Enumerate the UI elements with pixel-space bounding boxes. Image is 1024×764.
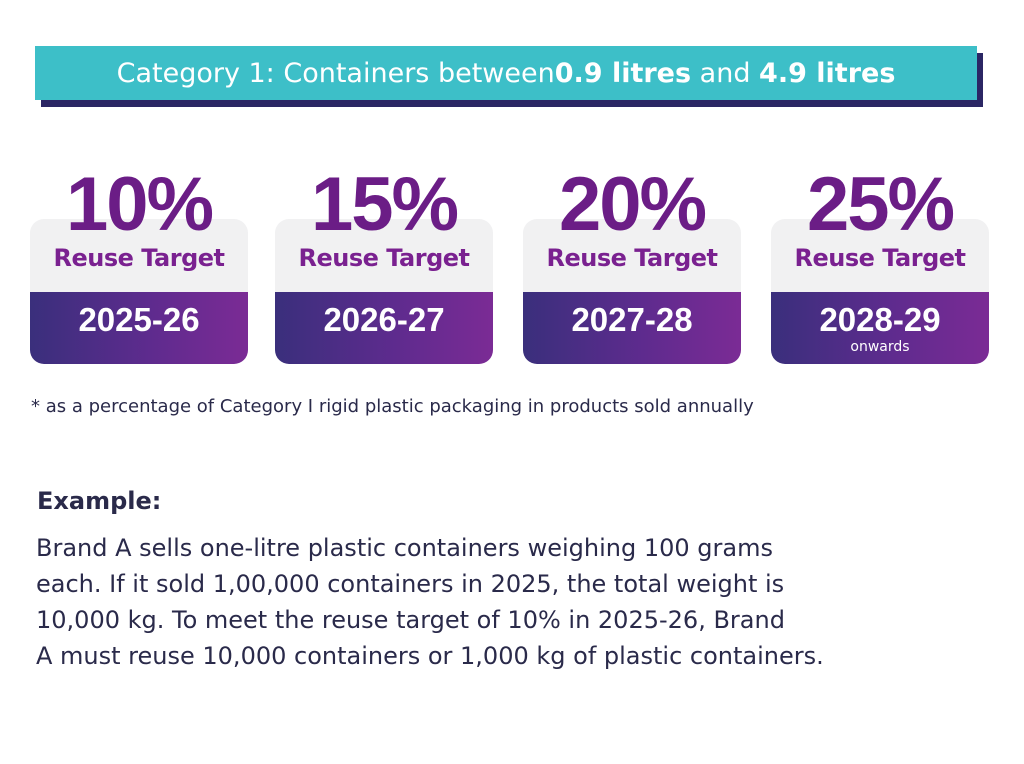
- card-top: 25% Reuse Target: [771, 165, 989, 292]
- example-body: Brand A sells one-litre plastic containe…: [36, 530, 956, 674]
- target-label: Reuse Target: [53, 244, 226, 272]
- target-percent: 10%: [65, 162, 214, 247]
- target-year: 2026-27: [323, 301, 445, 338]
- target-label: Reuse Target: [298, 244, 471, 272]
- target-card-4: 25% Reuse Target 2028-29 onwards: [771, 165, 989, 364]
- target-year: 2028-29: [819, 301, 941, 338]
- category-banner: Category 1: Containers between 0.9 litre…: [35, 46, 977, 100]
- reuse-target-cards: 10% Reuse Target 2025-26 15% Reuse Targe…: [0, 0, 1024, 380]
- card-bottom: 2027-28: [523, 292, 741, 364]
- card-top: 20% Reuse Target: [523, 165, 741, 292]
- target-percent: 20%: [558, 162, 707, 247]
- example-title: Example:: [37, 487, 162, 515]
- card-bottom: 2026-27: [275, 292, 493, 364]
- banner-value-min: 0.9 litres: [554, 57, 692, 89]
- target-card-3: 20% Reuse Target 2027-28: [523, 165, 741, 364]
- target-card-2: 15% Reuse Target 2026-27: [275, 165, 493, 364]
- example-line: Brand A sells one-litre plastic containe…: [36, 534, 773, 562]
- target-year: 2027-28: [571, 301, 693, 338]
- target-year-note: onwards: [850, 339, 910, 355]
- target-percent: 25%: [806, 162, 955, 247]
- target-label: Reuse Target: [794, 244, 967, 272]
- card-bottom: 2025-26: [30, 292, 248, 364]
- target-year: 2025-26: [78, 301, 200, 338]
- example-line: A must reuse 10,000 containers or 1,000 …: [36, 642, 824, 670]
- card-bottom: 2028-29 onwards: [771, 292, 989, 364]
- banner-mid: and: [691, 57, 760, 89]
- card-top: 15% Reuse Target: [275, 165, 493, 292]
- target-label: Reuse Target: [546, 244, 719, 272]
- footnote: * as a percentage of Category I rigid pl…: [31, 396, 754, 417]
- banner-value-max: 4.9 litres: [759, 57, 896, 89]
- example-line: each. If it sold 1,00,000 containers in …: [36, 570, 785, 598]
- card-top: 10% Reuse Target: [30, 165, 248, 292]
- target-card-1: 10% Reuse Target 2025-26: [30, 165, 248, 364]
- banner-prefix: Category 1: Containers between: [116, 57, 555, 89]
- target-percent: 15%: [310, 162, 459, 247]
- example-line: 10,000 kg. To meet the reuse target of 1…: [36, 606, 785, 634]
